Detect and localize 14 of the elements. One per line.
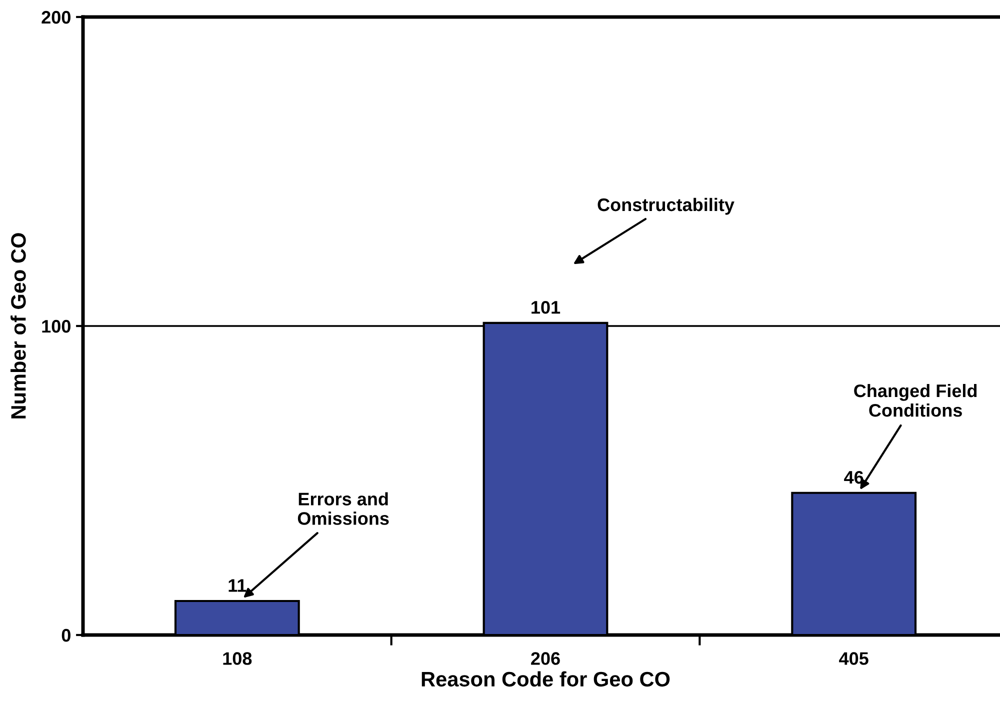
y-tick-label: 100 <box>42 320 70 333</box>
y-tick-label: 0 <box>62 628 70 642</box>
x-axis-title: Reason Code for Geo CO <box>422 671 670 687</box>
annotation: Errors and Omissions <box>298 492 389 525</box>
data-label: 11 <box>228 579 246 592</box>
y-tick-label: 200 <box>42 10 70 24</box>
annotation: Changed Field Conditions <box>854 384 977 417</box>
x-tick-label: 206 <box>531 652 560 665</box>
x-tick-label: 108 <box>223 652 252 665</box>
annotation: Constructability <box>598 198 734 215</box>
x-tick-label: 405 <box>839 652 868 665</box>
y-axis-title: Number of Geo CO <box>10 233 26 418</box>
data-label: 46 <box>844 470 864 484</box>
data-label: 101 <box>532 301 560 314</box>
